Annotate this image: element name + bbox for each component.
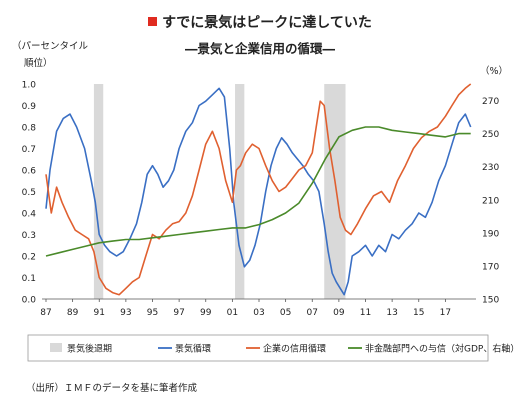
left-tick-label: 0.6 — [22, 167, 37, 177]
x-tick-label: 11 — [360, 308, 371, 318]
right-tick-label: 270 — [482, 97, 499, 107]
left-tick-label: 0.4 — [22, 210, 37, 220]
x-tick-label: 03 — [253, 308, 264, 318]
right-tick-label: 250 — [482, 130, 499, 140]
x-tick-label: 15 — [413, 308, 424, 318]
x-tick-label: 09 — [333, 308, 345, 318]
legend-box — [27, 334, 489, 362]
legend-swatch-recession — [50, 343, 62, 352]
right-tick-label: 170 — [482, 262, 499, 272]
x-tick-label: 17 — [440, 308, 451, 318]
left-tick-label: 0.0 — [22, 296, 37, 306]
left-tick-label: 0.5 — [22, 188, 36, 198]
legend-label-recession: 景気後退期 — [67, 343, 112, 355]
legend: 景気後退期 景気循環 企業の信用循環 非金融部門への与信（対GDP、右軸） — [27, 334, 519, 362]
chart-title: すでに景気はピークに達していた — [0, 12, 520, 32]
series-lines — [45, 83, 472, 296]
series-line-credit-cycle — [45, 83, 472, 296]
left-tick-label: 0.8 — [22, 124, 37, 134]
series-line-credit-to-gdp — [45, 126, 471, 257]
x-tick-label: 95 — [147, 308, 158, 318]
x-tick-label: 07 — [307, 308, 318, 318]
x-tick-label: 91 — [94, 308, 105, 318]
legend-label-credit-cycle: 企業の信用循環 — [263, 343, 326, 355]
left-tick-label: 0.7 — [22, 145, 36, 155]
right-tick-label: 190 — [482, 229, 499, 239]
x-tick-label: 99 — [200, 308, 212, 318]
axes: 0.00.10.20.30.40.50.60.70.80.91.01501701… — [12, 40, 508, 318]
x-tick-label: 05 — [280, 308, 291, 318]
right-tick-label: 230 — [482, 163, 499, 173]
right-tick-label: 210 — [482, 196, 499, 206]
recession-band-3 — [324, 84, 346, 299]
left-tick-label: 0.3 — [22, 231, 36, 241]
left-tick-label: 0.1 — [22, 274, 36, 284]
chart-title-text: すでに景気はピークに達していた — [162, 15, 372, 31]
series-line-business-cycle — [45, 87, 472, 296]
recession-band-1 — [93, 84, 104, 299]
x-tick-label: 97 — [173, 308, 184, 318]
x-tick-label: 89 — [67, 308, 79, 318]
x-tick-label: 93 — [120, 308, 131, 318]
legend-label-credit-to-gdp: 非金融部門への与信（対GDP、右軸） — [365, 343, 519, 355]
x-tick-label: 13 — [386, 308, 397, 318]
x-tick-label: 01 — [227, 308, 238, 318]
right-axis-label: （%） — [480, 65, 508, 77]
x-tick-label: 87 — [40, 308, 51, 318]
left-axis-label-line1: （パーセンタイル — [12, 40, 89, 52]
left-tick-label: 0.2 — [22, 253, 36, 263]
legend-label-business-cycle: 景気循環 — [175, 343, 211, 355]
source-note: （出所）ＩＭＦのデータを基に筆者作成 — [26, 383, 198, 394]
chart-subtitle: ―景気と企業信用の循環― — [184, 41, 335, 56]
left-tick-label: 1.0 — [22, 81, 37, 91]
recession-band-2 — [235, 84, 245, 299]
right-tick-label: 150 — [482, 296, 499, 306]
left-axis-label-line2: 順位） — [24, 57, 53, 69]
left-tick-label: 0.9 — [22, 102, 37, 112]
recession-bands — [93, 84, 346, 299]
title-marker-icon — [148, 17, 158, 26]
